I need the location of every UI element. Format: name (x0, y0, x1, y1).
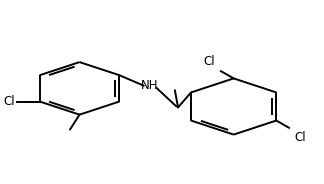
Text: NH: NH (141, 79, 158, 92)
Text: Cl: Cl (203, 55, 215, 68)
Text: Cl: Cl (295, 131, 307, 144)
Text: Cl: Cl (4, 95, 15, 108)
